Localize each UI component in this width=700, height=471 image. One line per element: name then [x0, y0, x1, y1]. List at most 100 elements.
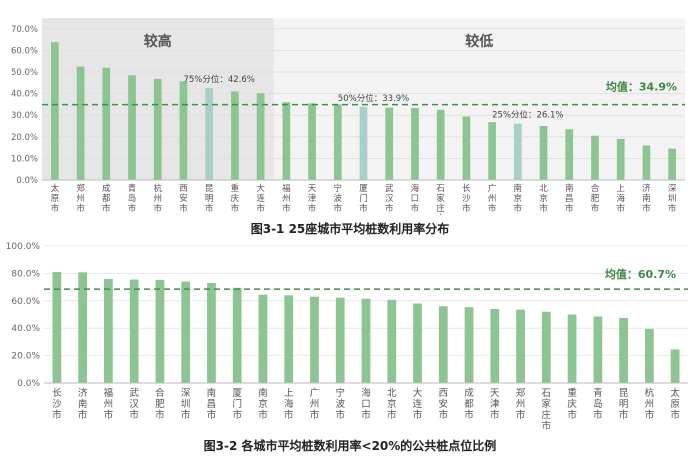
- bar: [284, 295, 294, 383]
- zone-label: 较高: [144, 33, 172, 50]
- x-tick-label: 杭州市: [645, 387, 655, 421]
- bar: [207, 282, 216, 383]
- bar: [668, 148, 676, 180]
- y-tick-label: 20.0%: [11, 133, 38, 143]
- bar: [258, 294, 268, 383]
- bar: [642, 145, 651, 180]
- x-tick-label: 武汉市: [129, 387, 139, 421]
- x-tick-label: 济南市: [642, 183, 651, 214]
- y-tick-label: 80.0%: [11, 269, 40, 279]
- x-tick-label: 西安市: [439, 388, 449, 421]
- x-tick-label: 福州市: [282, 183, 291, 214]
- x-tick-label: 大连市: [256, 183, 265, 214]
- x-tick-label: 宁波市: [335, 387, 345, 421]
- x-tick-label: 天津市: [490, 388, 500, 421]
- y-tick-label: 70.0%: [11, 25, 38, 35]
- x-tick-label: 杭州市: [153, 183, 162, 214]
- x-tick-label: 太原市: [670, 387, 680, 421]
- bar: [205, 87, 214, 180]
- x-tick-label: 南昌市: [207, 387, 217, 421]
- x-tick-label: 南京市: [258, 387, 268, 421]
- x-tick-label: 郑州市: [516, 387, 526, 421]
- bar: [333, 104, 342, 180]
- x-tick-label: 郑州市: [76, 183, 85, 214]
- x-tick-label: 昆明市: [619, 388, 629, 421]
- x-tick-label: 西安市: [179, 184, 188, 214]
- bar: [78, 272, 88, 383]
- zone-label: 较低: [465, 33, 493, 50]
- bar: [644, 328, 654, 383]
- x-tick-label: 深圳市: [181, 388, 191, 421]
- bar: [155, 279, 165, 383]
- x-tick-label: 武汉市: [385, 183, 394, 214]
- x-tick-label: 合肥市: [591, 183, 600, 214]
- zone-low: [273, 18, 685, 180]
- x-tick-label: 厦门市: [232, 388, 242, 421]
- x-tick-label: 上海市: [284, 388, 294, 421]
- bar: [387, 299, 397, 383]
- bar: [282, 102, 291, 180]
- x-tick-label: 青岛市: [593, 387, 603, 421]
- bar: [591, 135, 599, 180]
- chart2-title: 图3-2 各城市平均桩数利用率<20%的公共桩点位比例: [203, 439, 497, 453]
- bar: [181, 281, 191, 383]
- x-tick-label: 成都市: [102, 183, 111, 214]
- y-tick-label: 0.0%: [16, 176, 38, 186]
- bar: [462, 116, 471, 180]
- x-tick-label: 福州市: [104, 387, 114, 421]
- bar: [256, 93, 265, 180]
- bar: [361, 298, 371, 383]
- bar: [565, 129, 574, 180]
- chart-low-utilization-share: 0.0% 20.0% 40.0% 60.0% 80.0% 100.0% 长沙市 济南市 福州市 武…: [6, 242, 688, 432]
- bar: [231, 91, 239, 180]
- x-tick-label: 青岛市: [128, 183, 137, 214]
- bar: [541, 311, 551, 383]
- x-tick-label: 石家庄市: [436, 184, 445, 215]
- bar: [567, 314, 577, 383]
- bar: [359, 106, 368, 180]
- bar: [513, 123, 522, 180]
- y-tick-label: 30.0%: [11, 111, 38, 121]
- bar: [52, 272, 62, 383]
- x-tick-label: 大连市: [413, 387, 423, 421]
- chart-avg-utilization: 较高 较低 0.0% 10.0% 20.0% 30.0% 40.0% 50.0% 60.0% 70…: [11, 18, 685, 215]
- bar: [129, 279, 139, 383]
- x-tick-label: 上海市: [616, 184, 625, 214]
- y-tick-label: 50.0%: [11, 68, 38, 78]
- x-tick-label: 海口市: [411, 183, 420, 214]
- x-tick-label: 天津市: [308, 184, 317, 214]
- x-tick-label: 重庆市: [231, 183, 240, 214]
- x-tick-label: 合肥市: [155, 387, 165, 421]
- x-tick-label: 太原市: [51, 183, 60, 214]
- x-tick-label: 长沙市: [462, 183, 471, 214]
- x-tick-label: 南昌市: [565, 183, 574, 214]
- bar: [385, 107, 394, 180]
- x-tick-label: 昆明市: [205, 184, 214, 214]
- x-tick-label: 济南市: [78, 387, 88, 421]
- bar: [464, 307, 474, 383]
- x-tick-label: 成都市: [464, 387, 474, 421]
- y-tick-label: 20.0%: [11, 352, 40, 362]
- x-tick-label: 南京市: [514, 183, 523, 214]
- bar: [516, 309, 525, 383]
- x-tick-label: 广州市: [310, 387, 320, 421]
- bar: [616, 138, 625, 180]
- mean-label: 均值：34.9%: [606, 80, 677, 94]
- bar: [76, 66, 85, 180]
- bar: [539, 126, 548, 180]
- y-tick-label: 10.0%: [11, 154, 38, 164]
- bar: [413, 303, 422, 383]
- x-tick-label: 北京市: [539, 184, 548, 214]
- bar: [490, 309, 500, 383]
- bar: [438, 306, 448, 383]
- x-tick-label: 长沙市: [52, 387, 62, 421]
- quantile-annotation: 50%分位：33.9%: [338, 93, 409, 104]
- bar: [488, 122, 496, 180]
- bar: [670, 349, 680, 383]
- x-tick-label: 厦门市: [359, 184, 368, 214]
- bar: [102, 67, 111, 180]
- bar: [335, 297, 345, 383]
- quantile-annotation: 25%分位：26.1%: [492, 110, 563, 121]
- bar: [104, 278, 113, 383]
